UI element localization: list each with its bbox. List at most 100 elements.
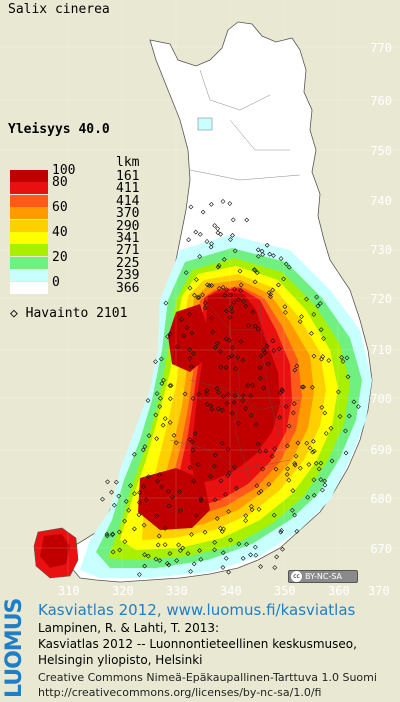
coordinate-grid bbox=[0, 0, 400, 595]
y-tick-680: 680 bbox=[370, 492, 392, 506]
legend-swatch bbox=[10, 281, 48, 294]
observation-diamond bbox=[297, 319, 303, 325]
observation-diamond bbox=[249, 507, 255, 513]
observation-diamond bbox=[218, 525, 223, 531]
observation-diamond bbox=[224, 401, 230, 406]
observation-diamond bbox=[257, 365, 263, 371]
municipal-boundaries bbox=[169, 69, 301, 481]
observation-diamond bbox=[166, 503, 172, 509]
observation-diamond bbox=[293, 453, 299, 459]
observation-diamond bbox=[311, 492, 317, 498]
y-tick-690: 690 bbox=[370, 443, 392, 457]
observation-diamond bbox=[155, 542, 161, 548]
observation-diamond bbox=[168, 383, 174, 388]
observation-diamond bbox=[284, 472, 290, 477]
observation-diamond bbox=[221, 393, 226, 399]
observation-diamond bbox=[189, 364, 194, 370]
x-tick-360: 360 bbox=[328, 584, 350, 598]
observation-diamond bbox=[231, 399, 237, 405]
observation-diamond bbox=[220, 565, 226, 570]
observation-diamond bbox=[162, 525, 168, 531]
observation-diamond bbox=[206, 283, 212, 288]
observation-diamond bbox=[291, 401, 297, 407]
observation-diamond bbox=[228, 537, 233, 543]
observation-diamond bbox=[241, 298, 246, 304]
observation-diamond bbox=[252, 323, 258, 329]
observation-diamond bbox=[166, 562, 172, 568]
observation-diamond bbox=[232, 286, 238, 292]
observation-diamond bbox=[143, 497, 149, 503]
observation-diamond bbox=[140, 447, 146, 453]
legend-swatch bbox=[10, 269, 48, 282]
observation-diamond bbox=[299, 384, 305, 390]
observation-diamond bbox=[109, 489, 114, 495]
observation-diamond bbox=[220, 284, 226, 290]
observation-diamond bbox=[193, 277, 199, 283]
observation-diamond bbox=[252, 267, 258, 273]
cc-license-badge[interactable]: cc BY-NC-SA bbox=[288, 570, 358, 583]
observation-diamond bbox=[224, 287, 229, 293]
observation-markers bbox=[100, 198, 361, 577]
observation-diamond bbox=[326, 357, 332, 363]
observation-diamond bbox=[219, 407, 225, 413]
legend-count-label: 161 bbox=[116, 169, 140, 184]
observation-diamond bbox=[136, 572, 142, 577]
observation-diamond bbox=[277, 415, 283, 420]
observation-diamond bbox=[174, 558, 180, 563]
observation-diamond bbox=[229, 345, 235, 351]
observation-diamond bbox=[153, 412, 159, 418]
observation-diamond bbox=[285, 443, 290, 449]
observation-diamond bbox=[257, 375, 263, 381]
observation-diamond bbox=[187, 464, 193, 470]
observation-diamond bbox=[192, 431, 198, 437]
observation-diamond bbox=[227, 201, 233, 206]
observation-diamond bbox=[244, 541, 249, 547]
observation-diamond bbox=[155, 478, 160, 484]
observation-diamond bbox=[187, 356, 193, 361]
observation-diamond bbox=[311, 311, 317, 317]
observation-diamond bbox=[319, 356, 324, 362]
observation-diamond bbox=[243, 303, 249, 309]
observation-diamond bbox=[292, 461, 298, 466]
observation-diamond bbox=[123, 498, 129, 504]
observation-diamond bbox=[165, 334, 171, 340]
species-title: Salix cinerea bbox=[8, 2, 110, 17]
observation-diamond bbox=[154, 513, 160, 519]
observation-diamond bbox=[229, 305, 234, 310]
kasviatlas-link[interactable]: Kasviatlas 2012, www.luomus.fi/kasviatla… bbox=[38, 601, 356, 619]
observation-diamond bbox=[141, 484, 146, 490]
observation-diamond bbox=[248, 552, 253, 558]
observation-diamond bbox=[142, 444, 148, 449]
license-line-2[interactable]: http://creativecommons.org/licenses/by-n… bbox=[38, 686, 322, 699]
observation-diamond bbox=[304, 440, 310, 446]
observation-diamond bbox=[163, 300, 169, 306]
observation-diamond bbox=[161, 377, 166, 383]
observation-diamond bbox=[216, 390, 221, 395]
observation-diamond bbox=[187, 437, 193, 442]
observation-diamond bbox=[177, 489, 182, 495]
observation-diamond bbox=[286, 423, 292, 429]
observation-diamond bbox=[198, 496, 204, 502]
observation-diamond bbox=[243, 513, 249, 519]
observation-diamond bbox=[337, 413, 343, 419]
legend-swatch bbox=[10, 256, 48, 269]
observation-diamond bbox=[261, 347, 267, 353]
observation-diamond bbox=[162, 542, 168, 548]
observation-diamond bbox=[268, 294, 273, 300]
observation-diamond bbox=[279, 528, 284, 533]
observation-diamond bbox=[271, 253, 276, 259]
observation-diamond bbox=[305, 494, 311, 500]
observation-diamond bbox=[255, 326, 261, 332]
observation-diamond bbox=[204, 388, 210, 393]
observation-diamond bbox=[259, 248, 265, 254]
observation-diamond bbox=[195, 462, 201, 468]
observation-legend: ◇ Havainto 2101 bbox=[10, 306, 128, 321]
observation-diamond bbox=[269, 453, 275, 459]
observation-diamond bbox=[212, 497, 218, 503]
observation-diamond bbox=[339, 354, 344, 360]
observation-diamond bbox=[215, 340, 220, 346]
observation-diamond bbox=[237, 268, 243, 274]
observation-diamond bbox=[263, 448, 269, 454]
observation-diamond bbox=[200, 209, 206, 215]
cc-icon: cc bbox=[291, 571, 302, 582]
